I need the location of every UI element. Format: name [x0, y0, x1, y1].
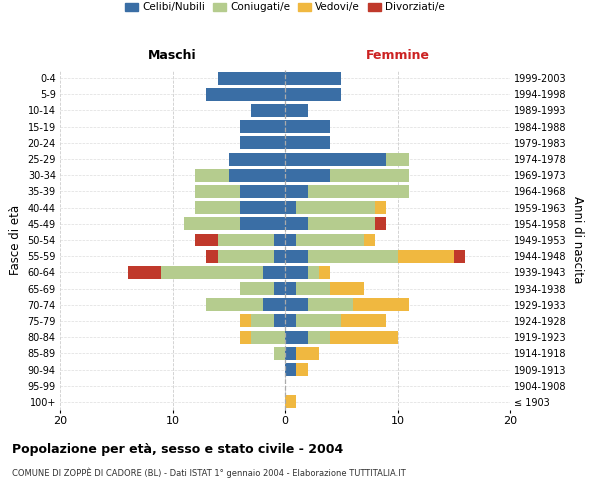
- Text: Popolazione per età, sesso e stato civile - 2004: Popolazione per età, sesso e stato civil…: [12, 442, 343, 456]
- Bar: [285, 396, 296, 408]
- Bar: [308, 330, 330, 344]
- Bar: [274, 234, 285, 246]
- Bar: [251, 314, 274, 328]
- Y-axis label: Anni di nascita: Anni di nascita: [571, 196, 584, 284]
- Bar: [375, 201, 386, 214]
- Bar: [285, 363, 296, 376]
- Bar: [319, 266, 330, 279]
- Bar: [285, 72, 341, 85]
- Bar: [240, 185, 285, 198]
- Bar: [296, 282, 330, 295]
- Bar: [263, 266, 285, 279]
- Bar: [285, 250, 308, 262]
- Bar: [161, 266, 263, 279]
- Bar: [285, 298, 308, 311]
- Bar: [285, 218, 308, 230]
- Bar: [330, 169, 409, 181]
- Bar: [229, 169, 285, 181]
- Bar: [195, 234, 218, 246]
- Bar: [240, 282, 274, 295]
- Bar: [353, 298, 409, 311]
- Bar: [330, 330, 398, 344]
- Bar: [229, 152, 285, 166]
- Bar: [240, 120, 285, 133]
- Bar: [263, 298, 285, 311]
- Bar: [386, 152, 409, 166]
- Bar: [308, 185, 409, 198]
- Bar: [274, 347, 285, 360]
- Bar: [274, 282, 285, 295]
- Bar: [308, 218, 375, 230]
- Bar: [240, 218, 285, 230]
- Bar: [251, 330, 285, 344]
- Bar: [341, 314, 386, 328]
- Bar: [285, 314, 296, 328]
- Text: Maschi: Maschi: [148, 50, 197, 62]
- Bar: [285, 185, 308, 198]
- Bar: [285, 169, 330, 181]
- Bar: [285, 282, 296, 295]
- Bar: [240, 201, 285, 214]
- Bar: [206, 88, 285, 101]
- Bar: [128, 266, 161, 279]
- Bar: [296, 314, 341, 328]
- Bar: [285, 201, 296, 214]
- Bar: [285, 88, 341, 101]
- Bar: [218, 72, 285, 85]
- Legend: Celibi/Nubili, Coniugati/e, Vedovi/e, Divorziati/e: Celibi/Nubili, Coniugati/e, Vedovi/e, Di…: [124, 0, 446, 14]
- Bar: [184, 218, 240, 230]
- Bar: [364, 234, 375, 246]
- Bar: [454, 250, 465, 262]
- Bar: [285, 136, 330, 149]
- Text: COMUNE DI ZOPPÈ DI CADORE (BL) - Dati ISTAT 1° gennaio 2004 - Elaborazione TUTTI: COMUNE DI ZOPPÈ DI CADORE (BL) - Dati IS…: [12, 468, 406, 478]
- Bar: [296, 347, 319, 360]
- Bar: [285, 347, 296, 360]
- Bar: [195, 185, 240, 198]
- Bar: [240, 136, 285, 149]
- Bar: [375, 218, 386, 230]
- Bar: [296, 201, 375, 214]
- Bar: [285, 152, 386, 166]
- Bar: [218, 234, 274, 246]
- Bar: [308, 298, 353, 311]
- Bar: [251, 104, 285, 117]
- Bar: [206, 298, 263, 311]
- Bar: [195, 169, 229, 181]
- Y-axis label: Fasce di età: Fasce di età: [9, 205, 22, 275]
- Bar: [274, 314, 285, 328]
- Bar: [274, 250, 285, 262]
- Bar: [218, 250, 274, 262]
- Bar: [330, 282, 364, 295]
- Bar: [296, 234, 364, 246]
- Bar: [398, 250, 454, 262]
- Bar: [240, 330, 251, 344]
- Bar: [296, 363, 308, 376]
- Bar: [308, 250, 398, 262]
- Bar: [285, 120, 330, 133]
- Bar: [285, 266, 308, 279]
- Bar: [285, 330, 308, 344]
- Bar: [285, 234, 296, 246]
- Bar: [240, 314, 251, 328]
- Bar: [195, 201, 240, 214]
- Text: Femmine: Femmine: [365, 50, 430, 62]
- Bar: [308, 266, 319, 279]
- Bar: [206, 250, 218, 262]
- Bar: [285, 104, 308, 117]
